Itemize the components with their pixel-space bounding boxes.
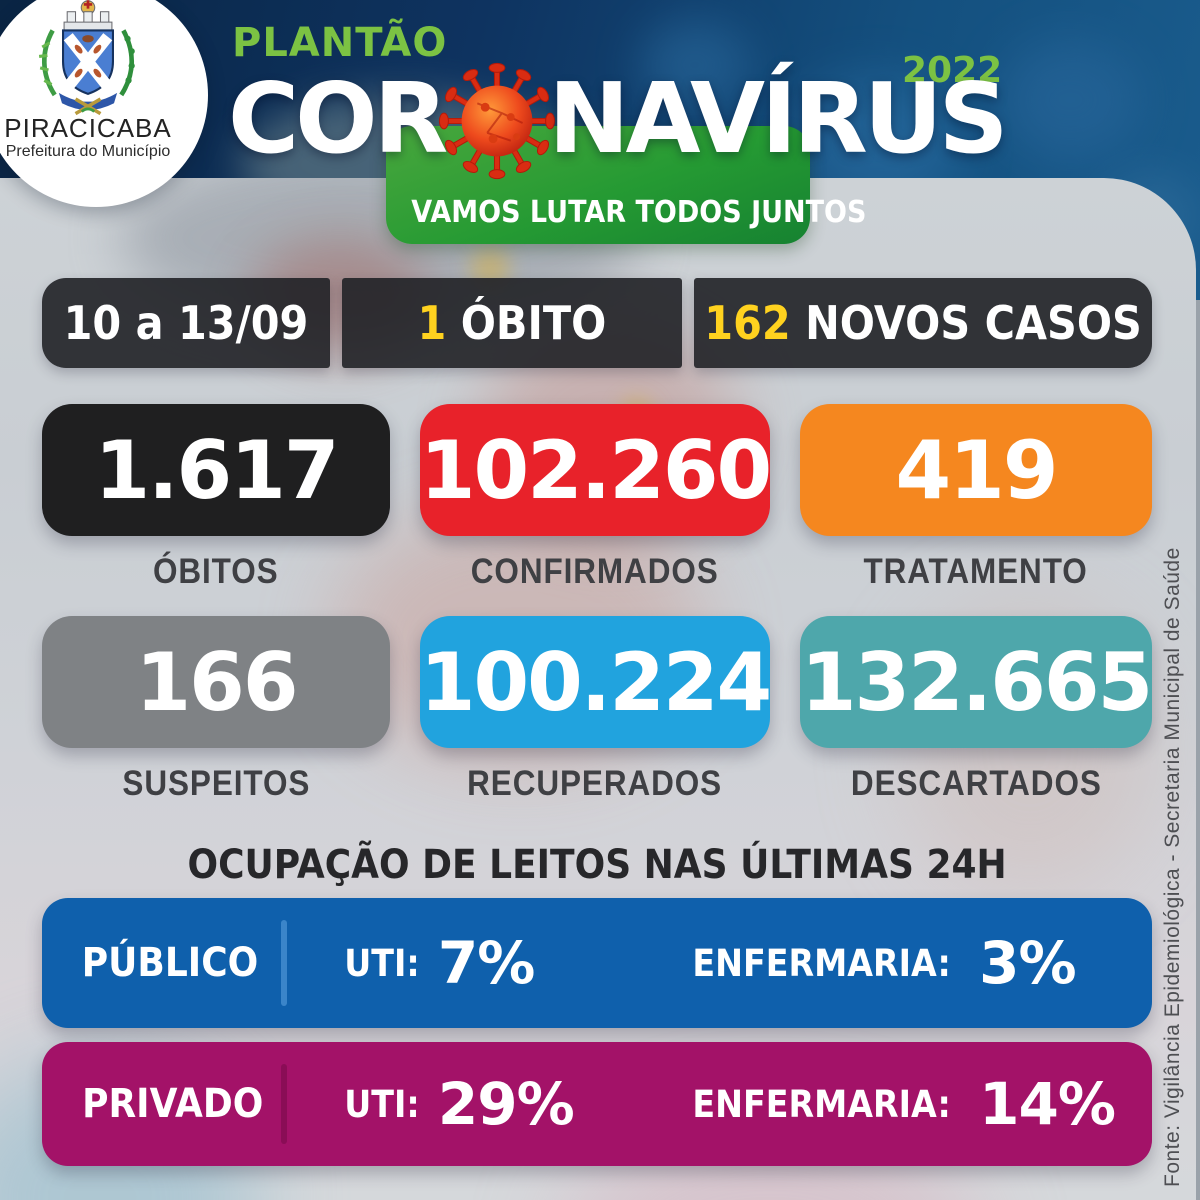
badge-city-name: PIRACICABA — [4, 113, 172, 143]
stat-value: 1.617 — [94, 423, 339, 517]
coat-of-arms-icon — [38, 0, 135, 116]
enfermaria-label: ENFERMARIA: — [692, 1082, 951, 1126]
uti-label: UTI: — [344, 1082, 420, 1126]
uti-label: UTI: — [344, 941, 420, 985]
stat-card-obitos: 1.617 — [42, 404, 390, 536]
uti-value: 29% — [437, 1070, 575, 1138]
source-credit: Fonte: Vigilância Epidemiológica - Secre… — [1161, 547, 1184, 1188]
stat-label-descartados: DESCARTADOS — [850, 764, 1102, 803]
stat-value: 166 — [135, 635, 299, 729]
slogan-text: VAMOS LUTAR TODOS JUNTOS — [411, 195, 867, 230]
occupancy-title: OCUPAÇÃO DE LEITOS NAS ÚLTIMAS 24H — [187, 842, 1007, 888]
stat-value: 419 — [895, 423, 1059, 517]
stat-label-recuperados: RECUPERADOS — [467, 764, 723, 803]
stat-value: 102.260 — [419, 423, 772, 517]
badge-subtitle: Prefeitura do Município — [5, 143, 171, 160]
enfermaria-label: ENFERMARIA: — [692, 941, 951, 985]
stat-value: 132.665 — [800, 635, 1153, 729]
stat-label-confirmados: CONFIRMADOS — [471, 552, 719, 591]
kicker-plantao: PLANTÃO — [232, 20, 448, 66]
stat-value: 100.224 — [419, 635, 772, 729]
stat-label-obitos: ÓBITOS — [153, 552, 279, 591]
cases-label: NOVOS CASOS — [805, 296, 1142, 350]
alert-period-segment: 10 a 13/09 — [42, 278, 330, 368]
uti-group: UTI: 29% — [340, 1042, 574, 1166]
stat-card-tratamento: 419 — [800, 404, 1152, 536]
sector-label: PRIVADO — [82, 1081, 264, 1127]
deaths-value: 1 — [417, 296, 447, 350]
enfermaria-value: 3% — [979, 929, 1076, 997]
occupancy-row-publico: PÚBLICO UTI: 7% ENFERMARIA: 3% — [42, 898, 1152, 1028]
divider — [281, 920, 287, 1006]
coronavirus-icon — [439, 62, 556, 180]
deaths-label: ÓBITO — [460, 296, 607, 350]
sector-label: PÚBLICO — [81, 940, 259, 986]
alert-new-cases-segment: 162 NOVOS CASOS — [694, 278, 1152, 368]
stat-card-recuperados: 100.224 — [419, 616, 772, 748]
stat-label-suspeitos: SUSPEITOS — [122, 764, 310, 803]
main-title-coronavirus: COR — [228, 56, 1009, 180]
stat-card-suspeitos: 166 — [42, 616, 390, 748]
stat-label-tratamento: TRATAMENTO — [863, 552, 1089, 591]
stat-card-descartados: 132.665 — [800, 616, 1153, 748]
year-label: 2022 — [902, 50, 1003, 91]
bokeh-blob — [1000, 40, 1140, 160]
uti-group: UTI: 7% — [340, 898, 535, 1028]
alert-deaths-segment: 1 ÓBITO — [342, 278, 682, 368]
enfermaria-value: 14% — [979, 1070, 1116, 1138]
bokeh-blob — [640, 20, 750, 110]
uti-value: 7% — [437, 929, 535, 997]
cases-value: 162 — [704, 296, 791, 350]
divider — [281, 1064, 287, 1144]
stat-card-confirmados: 102.260 — [419, 404, 772, 536]
enfermaria-group: ENFERMARIA: 3% — [678, 898, 1076, 1028]
title-prefix: COR — [228, 61, 448, 175]
occupancy-row-privado: PRIVADO UTI: 29% ENFERMARIA: 14% — [42, 1042, 1152, 1166]
title-suffix: NAVÍRUS — [548, 61, 1008, 175]
enfermaria-group: ENFERMARIA: 14% — [678, 1042, 1116, 1166]
city-badge: PIRACICABA Prefeitura do Município — [0, 0, 208, 207]
period-text: 10 a 13/09 — [63, 296, 309, 350]
